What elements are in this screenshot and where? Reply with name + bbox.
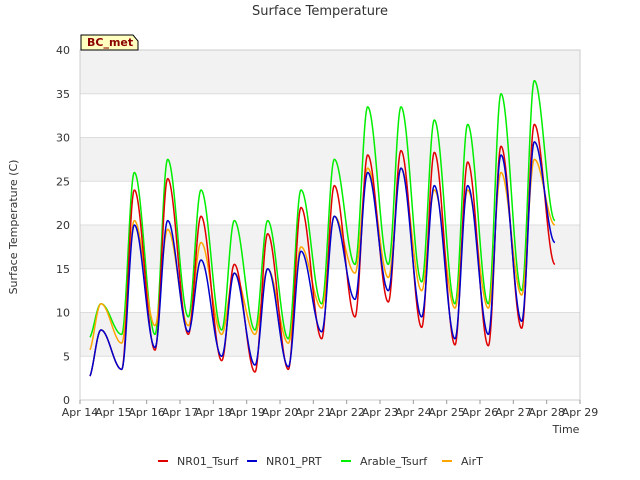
badge: BC_met <box>80 34 139 51</box>
plot-band <box>80 312 580 357</box>
y-tick-label: 40 <box>56 44 70 57</box>
legend-label: AirT <box>461 455 483 468</box>
x-tick-label: Apr 14 <box>62 406 99 419</box>
legend-label: NR01_Tsurf <box>177 455 239 468</box>
series-layer <box>89 79 556 377</box>
x-tick-label: Apr 26 <box>462 406 499 419</box>
x-tick-label: Apr 20 <box>262 406 299 419</box>
chart-title: Surface Temperature <box>252 4 388 19</box>
legend-label: NR01_PRT <box>266 455 322 468</box>
x-axis-title: Time <box>552 423 580 436</box>
x-tick-label: Apr 27 <box>495 406 532 419</box>
y-tick-label: 20 <box>56 219 70 232</box>
legend: NR01_Tsurf NR01_PRT Arable_Tsurf AirT <box>158 455 483 468</box>
x-tick-label: Apr 16 <box>128 406 165 419</box>
badge-box <box>80 34 139 51</box>
x-tick-label: Apr 23 <box>362 406 399 419</box>
legend-label: Arable_Tsurf <box>360 455 428 468</box>
x-tick-label: Apr 21 <box>295 406 332 419</box>
x-tick-label: Apr 25 <box>428 406 465 419</box>
y-axis-title: Surface Temperature (C) <box>7 160 20 295</box>
y-tick-label: 30 <box>56 132 70 145</box>
x-tick-label: Apr 29 <box>562 406 599 419</box>
x-tick-label: Apr 19 <box>228 406 265 419</box>
x-tick-label: Apr 24 <box>395 406 432 419</box>
x-tick-label: Apr 17 <box>162 406 199 419</box>
plot-frame <box>79 49 581 401</box>
y-tick-label: 10 <box>56 307 70 320</box>
badge-label: BC_met <box>87 36 133 49</box>
y-tick-label: 25 <box>56 175 70 188</box>
plot-band <box>80 50 580 94</box>
x-tick-label: Apr 22 <box>328 406 365 419</box>
x-tick-label: Apr 28 <box>528 406 565 419</box>
y-tick-label: 0 <box>63 394 70 407</box>
x-tick-label: Apr 15 <box>95 406 132 419</box>
series-line-arable-tsurf <box>89 79 556 340</box>
y-tick-label: 35 <box>56 88 70 101</box>
y-tick-label: 5 <box>63 350 70 363</box>
y-tick-label: 15 <box>56 263 70 276</box>
x-tick-label: Apr 18 <box>195 406 232 419</box>
series-line-nr01-prt <box>89 141 556 377</box>
